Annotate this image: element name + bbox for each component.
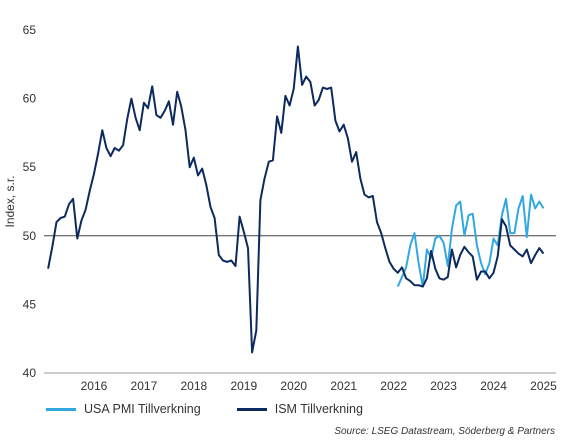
x-tick-label: 2022 (380, 379, 407, 393)
legend-item-ism: ISM Tillverkning (236, 402, 363, 416)
x-tick-label: 2017 (131, 379, 158, 393)
legend-item-usa-pmi: USA PMI Tillverkning (46, 402, 201, 416)
legend-label-ism: ISM Tillverkning (274, 402, 363, 416)
series-group (47, 45, 545, 354)
x-tick-label: 2016 (81, 379, 108, 393)
x-tick-label: 2020 (280, 379, 307, 393)
legend-label-usa-pmi: USA PMI Tillverkning (84, 402, 201, 416)
x-tick-labels: 2016 2017 2018 2019 2020 2021 2022 2023 2024 2025 (81, 379, 558, 393)
series-line-usa-pmi (396, 193, 545, 288)
x-tick-label: 2025 (530, 379, 557, 393)
source-note: Source: LSEG Datastream, Söderberg & Par… (334, 426, 555, 437)
y-tick-label: 65 (23, 23, 37, 37)
legend-swatch-ism (236, 407, 267, 411)
y-tick-label: 50 (23, 229, 37, 243)
x-tick-label: 2023 (430, 379, 457, 393)
x-tick-label: 2018 (181, 379, 208, 393)
y-tick-label: 45 (23, 297, 37, 311)
chart-area: 40 45 50 55 60 65 2016 2017 2018 2019 2020 2021 202… (3, 23, 558, 393)
y-tick-label: 40 (23, 366, 37, 380)
y-tick-label: 55 (23, 160, 37, 174)
x-tick-label: 2024 (480, 379, 507, 393)
legend: USA PMI Tillverkning ISM Tillverkning (46, 402, 399, 416)
y-tick-label: 60 (23, 92, 37, 106)
y-axis-label: Index, s.r. (3, 175, 17, 227)
y-tick-labels: 40 45 50 55 60 65 (23, 23, 37, 380)
legend-swatch-usa-pmi (46, 407, 76, 411)
x-tick-label: 2019 (230, 379, 257, 393)
x-tick-label: 2021 (330, 379, 357, 393)
series-line-ism (47, 45, 545, 354)
